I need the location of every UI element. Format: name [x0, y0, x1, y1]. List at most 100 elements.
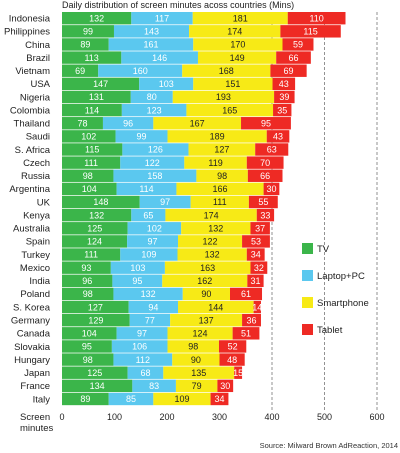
data-label: 129	[88, 315, 103, 325]
bar-segment	[242, 235, 270, 248]
bar-segment	[62, 274, 113, 287]
bar-segment	[193, 77, 273, 91]
bar-segment	[62, 208, 132, 222]
data-label: 148	[93, 197, 108, 207]
data-label: 104	[82, 329, 97, 339]
bar-segment	[62, 300, 129, 314]
source-note: Source: Milward Brown AdReaction, 2014	[260, 441, 398, 450]
data-label: 163	[200, 263, 215, 273]
bar-segment	[197, 51, 277, 64]
bar-segment	[62, 38, 109, 51]
bar-segment	[234, 366, 243, 379]
bar-segment	[62, 287, 114, 301]
data-label: 55	[258, 197, 268, 207]
bar-segment	[62, 90, 131, 104]
bar-segment	[98, 64, 183, 77]
category-label: Poland	[20, 289, 50, 300]
data-label: 143	[144, 27, 159, 37]
bar-segment	[113, 25, 190, 38]
data-label: 79	[192, 381, 202, 391]
data-label: 122	[145, 158, 160, 168]
bar-segment	[62, 77, 140, 91]
bar-segment	[62, 379, 133, 393]
data-label: 83	[149, 381, 159, 391]
bar-segment	[130, 90, 173, 104]
data-label: 102	[147, 223, 162, 233]
bar-segment	[170, 313, 243, 327]
bar-segment	[263, 182, 280, 196]
data-label: 165	[222, 105, 237, 115]
data-label: 39	[279, 92, 289, 102]
data-label: 149	[230, 53, 245, 63]
data-label: 146	[152, 53, 167, 63]
bar-segment	[181, 222, 251, 235]
data-label: 78	[77, 118, 87, 128]
bar-segment	[218, 340, 247, 353]
bar-segment	[242, 313, 261, 327]
category-label: Kenya	[23, 210, 51, 221]
data-label: 98	[83, 171, 93, 181]
bar-segment	[178, 300, 254, 314]
bar-segment	[62, 51, 122, 64]
data-label: 95	[261, 118, 271, 128]
data-label: 126	[148, 145, 163, 155]
category-label: Turkey	[21, 250, 50, 261]
legend-swatch	[302, 270, 313, 281]
bar-segment	[190, 195, 249, 209]
bar-segment	[62, 169, 114, 182]
legend-swatch	[302, 297, 313, 308]
bar-segment	[247, 169, 283, 182]
data-label: 89	[80, 394, 90, 404]
data-label: 181	[233, 13, 248, 23]
bar-segment	[62, 235, 128, 248]
bar-segment	[247, 274, 264, 287]
data-label: 160	[133, 66, 148, 76]
legend-label: Tablet	[317, 325, 343, 336]
bar-segment	[272, 77, 296, 91]
bar-segment	[184, 156, 247, 169]
bar-segment	[120, 248, 178, 261]
bar-segment	[186, 103, 274, 117]
data-label: 77	[145, 315, 155, 325]
data-label: 80	[147, 92, 157, 102]
bar-segment	[121, 51, 198, 64]
data-label: 59	[293, 40, 303, 50]
bar-segment	[282, 38, 314, 51]
bar-segment	[127, 235, 179, 248]
data-label: 111	[84, 250, 98, 260]
bar-segment	[276, 51, 311, 64]
data-label: 132	[208, 223, 223, 233]
bar-segment	[273, 103, 292, 117]
bar-segment	[255, 143, 289, 156]
data-label: 97	[137, 329, 147, 339]
bar-segment	[164, 261, 251, 274]
bar-segment	[219, 353, 245, 366]
data-label: 48	[227, 355, 237, 365]
data-label: 61	[241, 289, 251, 299]
data-label: 117	[155, 13, 169, 23]
bar-segment	[165, 208, 257, 222]
bar-segment	[182, 287, 230, 301]
bar-segment	[192, 12, 288, 25]
chart-title: Daily distribution of screen minutes aco…	[62, 0, 294, 10]
data-label: 124	[87, 237, 102, 247]
bar-segment	[110, 261, 165, 274]
x-tick-label: 400	[264, 412, 279, 422]
category-label: India	[29, 276, 50, 287]
bar-segment	[129, 313, 171, 327]
category-label: Hungary	[14, 355, 50, 366]
bar-segment	[188, 143, 256, 156]
data-label: 102	[81, 132, 96, 142]
data-label: 15	[233, 368, 243, 378]
bar-segment	[167, 130, 267, 143]
data-label: 123	[147, 105, 162, 115]
legend-label: Smartphone	[317, 298, 369, 309]
data-label: 125	[87, 223, 102, 233]
bar-segment	[62, 25, 114, 38]
data-label: 106	[132, 342, 147, 352]
legend-swatch	[302, 324, 313, 335]
bar-segment	[196, 169, 248, 182]
bar-segment	[287, 12, 346, 25]
bar-segment	[120, 156, 185, 169]
data-label: 193	[216, 92, 231, 102]
